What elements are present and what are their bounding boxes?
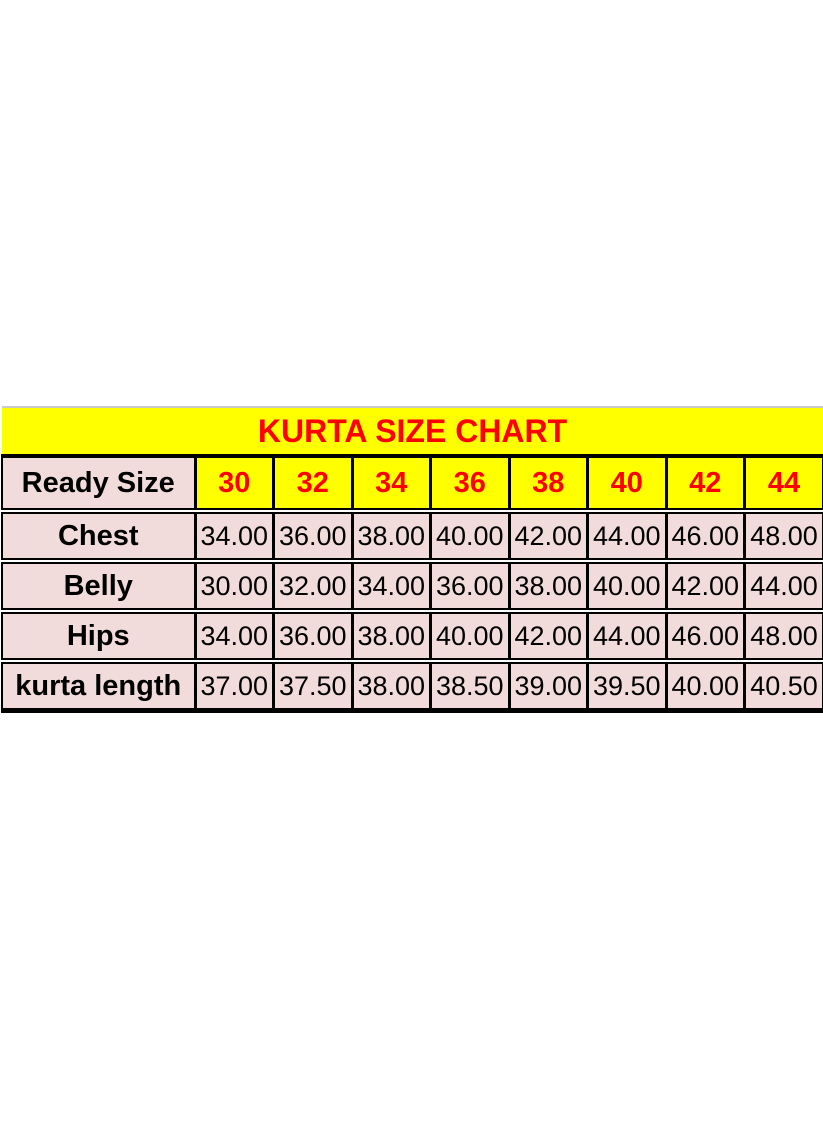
kurta-size-chart-table: KURTA SIZE CHART Ready Size 30 32 34 36 … xyxy=(1,406,823,713)
belly-value: 44.00 xyxy=(743,558,823,614)
belly-value: 30.00 xyxy=(193,558,275,614)
ready-size-header: Ready Size xyxy=(1,454,197,514)
belly-value: 42.00 xyxy=(664,558,746,614)
size-header-34: 34 xyxy=(350,454,432,514)
kurta-length-value: 39.50 xyxy=(586,658,668,713)
chest-value: 48.00 xyxy=(743,508,823,564)
chest-value: 42.00 xyxy=(507,508,589,564)
size-header-32: 32 xyxy=(272,454,354,514)
row-label-hips: Hips xyxy=(1,608,197,664)
kurta-length-value: 40.50 xyxy=(743,658,823,713)
table-row-hips: Hips 34.00 36.00 38.00 40.00 42.00 44.00… xyxy=(1,608,823,664)
row-label-chest: Chest xyxy=(1,508,197,564)
table-row-kurta-length: kurta length 37.00 37.50 38.00 38.50 39.… xyxy=(1,658,823,713)
size-header-40: 40 xyxy=(586,454,668,514)
belly-value: 40.00 xyxy=(586,558,668,614)
row-label-kurta-length: kurta length xyxy=(1,658,197,713)
table-row-belly: Belly 30.00 32.00 34.00 36.00 38.00 40.0… xyxy=(1,558,823,614)
chest-value: 46.00 xyxy=(664,508,746,564)
chest-value: 40.00 xyxy=(429,508,511,564)
size-header-44: 44 xyxy=(743,454,823,514)
size-header-36: 36 xyxy=(429,454,511,514)
size-header-30: 30 xyxy=(193,454,275,514)
kurta-length-value: 40.00 xyxy=(664,658,746,713)
chest-value: 34.00 xyxy=(193,508,275,564)
belly-value: 36.00 xyxy=(429,558,511,614)
table-row-chest: Chest 34.00 36.00 38.00 40.00 42.00 44.0… xyxy=(1,508,823,564)
hips-value: 36.00 xyxy=(272,608,354,664)
chart-title: KURTA SIZE CHART xyxy=(2,407,823,458)
hips-value: 38.00 xyxy=(350,608,432,664)
belly-value: 34.00 xyxy=(350,558,432,614)
row-label-belly: Belly xyxy=(1,558,197,614)
hips-value: 48.00 xyxy=(743,608,823,664)
kurta-length-value: 37.50 xyxy=(272,658,354,713)
hips-value: 34.00 xyxy=(193,608,275,664)
chest-value: 44.00 xyxy=(586,508,668,564)
chest-value: 38.00 xyxy=(350,508,432,564)
belly-value: 38.00 xyxy=(507,558,589,614)
hips-value: 46.00 xyxy=(664,608,746,664)
kurta-length-value: 37.00 xyxy=(193,658,275,713)
size-header-38: 38 xyxy=(507,454,589,514)
kurta-length-value: 38.50 xyxy=(429,658,511,713)
header-row: Ready Size 30 32 34 36 38 40 42 44 xyxy=(1,454,823,514)
belly-value: 32.00 xyxy=(272,558,354,614)
kurta-length-value: 38.00 xyxy=(350,658,432,713)
hips-value: 44.00 xyxy=(586,608,668,664)
title-row: KURTA SIZE CHART xyxy=(2,407,823,458)
hips-value: 40.00 xyxy=(429,608,511,664)
chest-value: 36.00 xyxy=(272,508,354,564)
size-header-42: 42 xyxy=(664,454,746,514)
kurta-length-value: 39.00 xyxy=(507,658,589,713)
hips-value: 42.00 xyxy=(507,608,589,664)
